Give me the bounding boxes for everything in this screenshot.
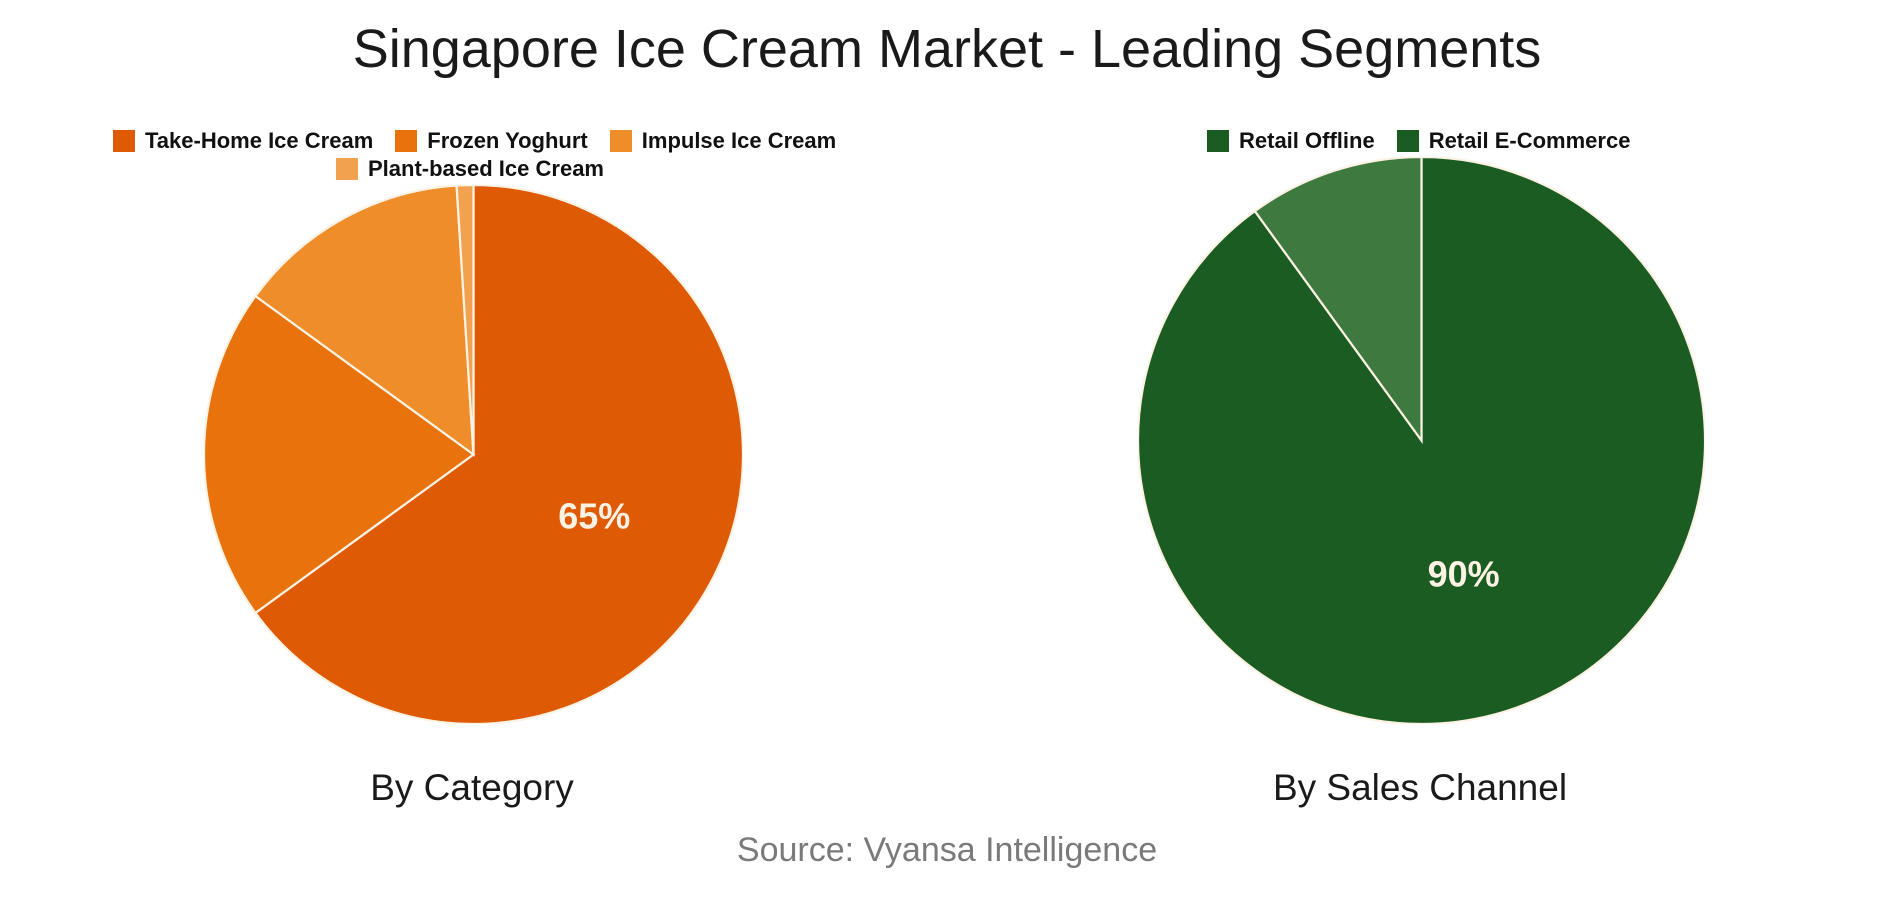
svg-text:90%: 90%: [1427, 553, 1499, 594]
svg-text:65%: 65%: [558, 495, 630, 536]
